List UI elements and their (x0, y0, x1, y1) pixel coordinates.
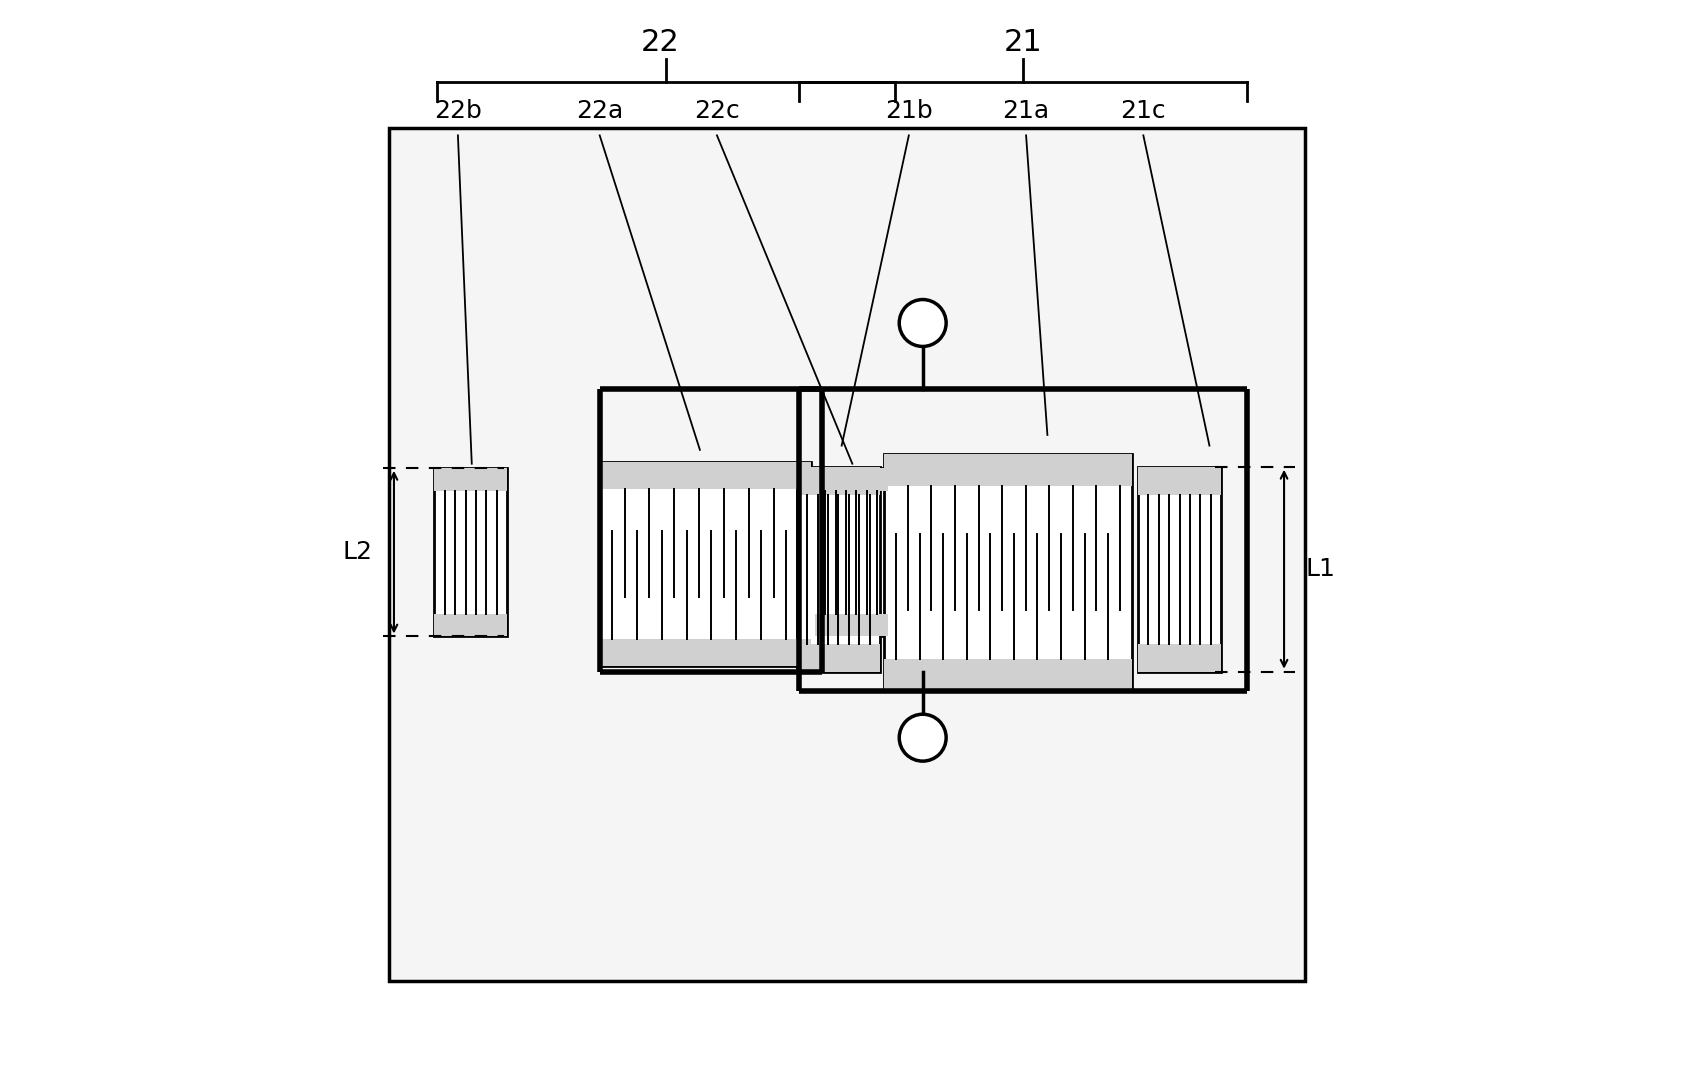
Circle shape (900, 714, 947, 761)
Text: 21: 21 (1003, 28, 1042, 58)
Text: 22: 22 (640, 28, 679, 58)
Bar (600, 639, 811, 666)
Bar (884, 454, 1132, 486)
Text: 21b: 21b (884, 98, 933, 123)
Bar (388, 128, 1306, 981)
Text: 22a: 22a (576, 98, 623, 123)
Bar (434, 468, 507, 636)
Bar (884, 454, 1132, 691)
Bar (815, 614, 888, 636)
Bar (434, 468, 507, 490)
Bar (884, 659, 1132, 691)
Bar (1138, 467, 1221, 672)
Text: 21a: 21a (1003, 98, 1050, 123)
Text: L2: L2 (342, 540, 373, 564)
Bar (600, 462, 811, 666)
Bar (434, 614, 507, 636)
Text: 22b: 22b (434, 98, 481, 123)
Bar (796, 644, 881, 672)
Text: 22c: 22c (695, 98, 740, 123)
Bar (600, 462, 811, 489)
Text: L1: L1 (1306, 558, 1335, 581)
Bar (1138, 644, 1221, 672)
Text: 21c: 21c (1120, 98, 1165, 123)
Bar (796, 467, 881, 672)
Bar (1138, 467, 1221, 495)
Bar (796, 467, 881, 495)
Bar (815, 468, 888, 490)
Circle shape (900, 300, 947, 346)
Bar (815, 468, 888, 636)
